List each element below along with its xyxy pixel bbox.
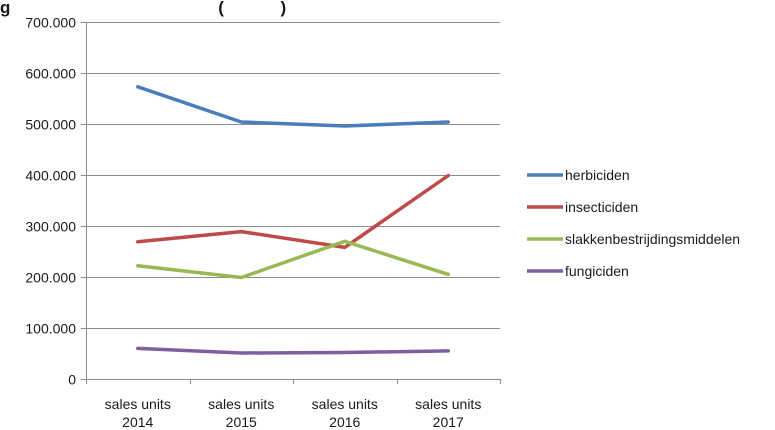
x-tick-label: sales units 2014 (105, 396, 171, 430)
x-tick-label: sales units 2017 (415, 396, 481, 430)
y-tick-label: 300.000 (25, 219, 76, 235)
x-tick-label: sales units 2015 (208, 396, 274, 430)
series-line-fungiciden (136, 346, 451, 355)
legend-label-herbiciden: herbiciden (565, 167, 630, 183)
chart-title: g ( ) (0, 0, 286, 17)
gridlines (86, 22, 500, 329)
y-tick-label: 600.000 (25, 66, 76, 82)
x-tick-label: sales units 2016 (312, 396, 378, 430)
y-tick-label: 200.000 (25, 270, 76, 286)
y-tick-label: 400.000 (25, 168, 76, 184)
axes (86, 22, 500, 384)
legend-label-insecticiden: insecticiden (565, 199, 638, 215)
y-tick-label: 100.000 (25, 321, 76, 337)
series-line-herbiciden (136, 85, 451, 128)
legend-label-slakkenbestrijdingsmiddelen: slakkenbestrijdingsmiddelen (565, 231, 740, 247)
series-lines (136, 85, 451, 355)
y-tick-label: 700.000 (25, 15, 76, 31)
legend-label-fungiciden: fungiciden (565, 263, 629, 279)
legend: herbiciden insecticiden slakkenbestrijding… (527, 167, 740, 279)
series-line-slakkenbestrijdingsmiddelen (136, 239, 451, 280)
y-tick-label: 0 (68, 372, 76, 388)
y-tick-label: 500.000 (25, 117, 76, 133)
y-axis-ticks: 0 100.000 200.000 300.000 400.000 500.000 600.… (25, 15, 86, 388)
x-axis-ticks: sales units 2014 sales units 2015 sales unit… (86, 379, 501, 430)
series-line-insecticiden (136, 173, 451, 250)
